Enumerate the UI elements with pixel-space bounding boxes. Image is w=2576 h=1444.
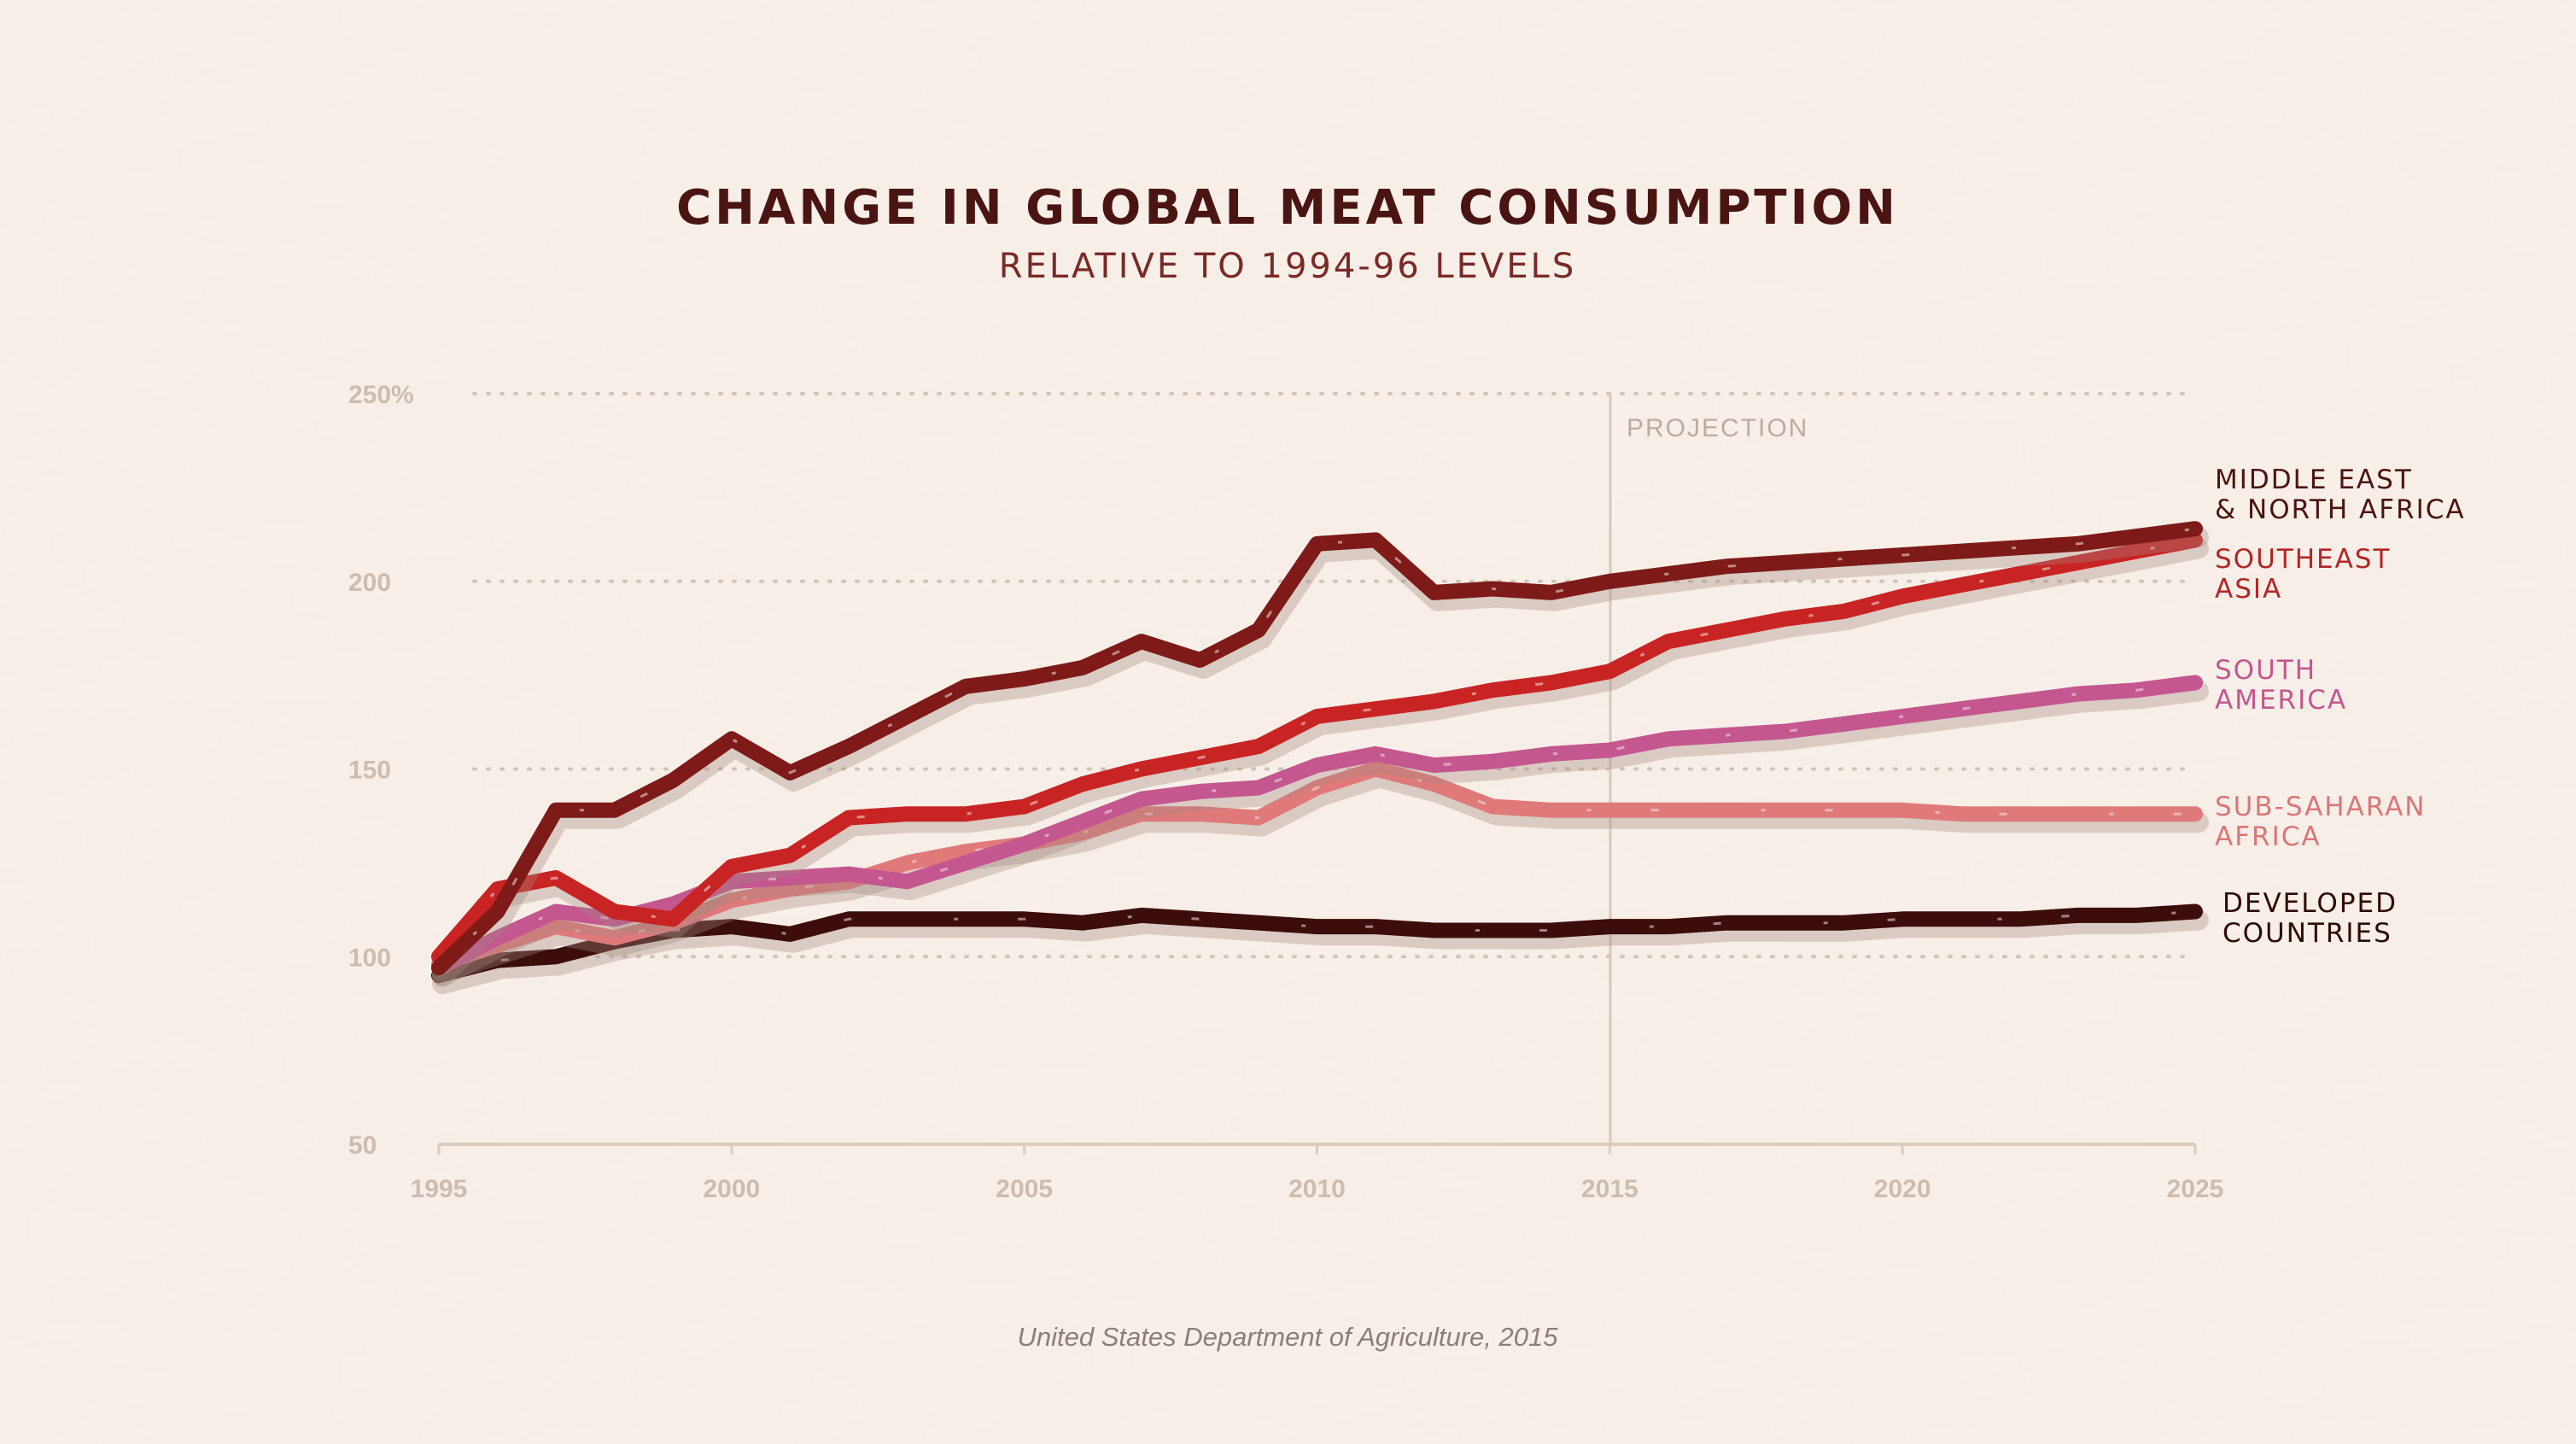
series-line-developed-countries	[431, 903, 2203, 984]
y-tick-label: 150	[348, 757, 391, 785]
source-note: United States Department of Agriculture,…	[1018, 1322, 1559, 1352]
y-tick-label: 200	[348, 569, 391, 597]
y-tick-label: 100	[348, 944, 391, 972]
series-shadow-developed-countries	[432, 909, 2209, 995]
x-axis-ticks: 1995 2000 2005 2010 2015 2020 2025	[411, 1144, 2224, 1203]
legend-label-southeast-asia: SOUTHEAST ASIA	[2215, 544, 2391, 605]
chart-subtitle: RELATIVE TO 1994-96 LEVELS	[999, 247, 1576, 286]
x-tick-label: 2025	[2167, 1175, 2224, 1203]
series-lines	[431, 521, 2209, 995]
legend-label-sub-saharan-africa: SUB-SAHARAN AFRICA	[2215, 792, 2426, 852]
series-texture-south-america	[438, 681, 2196, 969]
x-tick-label: 2010	[1288, 1175, 1346, 1203]
x-tick-label: 2015	[1581, 1175, 1638, 1203]
legend-label-south-america: SOUTH AMERICA	[2215, 655, 2347, 716]
series-texture-middle-east-north-africa	[437, 527, 2196, 969]
x-tick-label: 2005	[996, 1175, 1053, 1203]
projection-label: PROJECTION	[1627, 414, 1808, 442]
x-tick-label: 2000	[703, 1175, 760, 1203]
y-tick-label: 50	[348, 1131, 377, 1160]
chart-title: CHANGE IN GLOBAL MEAT CONSUMPTION	[676, 180, 1899, 236]
series-line-southeast-asia	[431, 532, 2203, 965]
series-shadow-south-america	[432, 681, 2209, 987]
series-texture-sub-saharan-africa	[438, 768, 2195, 966]
legend-label-developed-countries: DEVELOPED COUNTRIES	[2223, 888, 2398, 949]
x-tick-label: 1995	[411, 1175, 468, 1203]
series-shadow-sub-saharan-africa	[432, 767, 2209, 983]
legend: DEVELOPED COUNTRIES SUB-SAHARAN AFRICA SOUTH…	[2215, 465, 2466, 949]
legend-label-middle-east-north-africa: MIDDLE EAST & NORTH AFRICA	[2215, 465, 2466, 525]
y-tick-label: 250%	[348, 381, 414, 409]
series-shadow-southeast-asia	[432, 538, 2209, 976]
y-axis-ticks: 250% 200 150 100 50	[348, 381, 414, 1160]
x-tick-label: 2020	[1874, 1175, 1931, 1203]
